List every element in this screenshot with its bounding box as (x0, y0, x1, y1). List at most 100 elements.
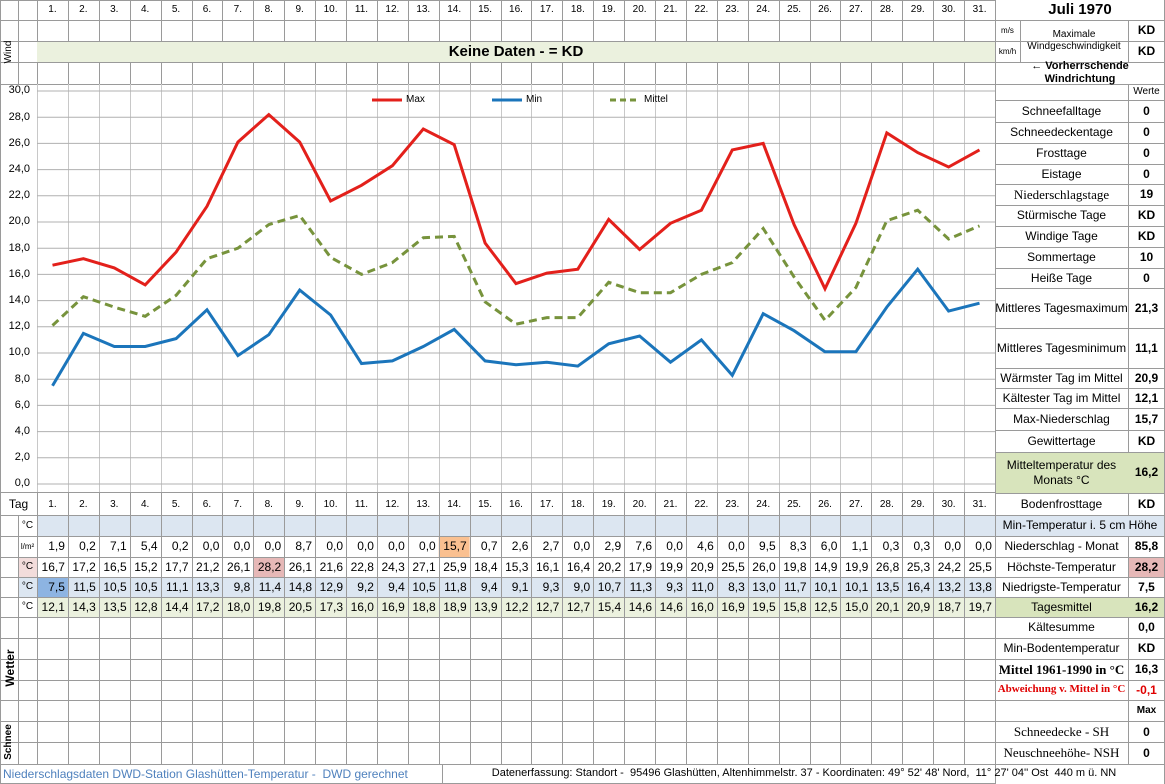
day-label: 13. (416, 498, 431, 510)
stats-label: Wärmster Tag im Mittel (1000, 370, 1123, 385)
day-label: 6. (202, 498, 212, 510)
day-label: 19. (601, 498, 616, 510)
table-cell: 15,8 (783, 599, 807, 614)
highlight-cell (253, 557, 285, 577)
highlight-cell (37, 577, 68, 597)
day-header: 11. (354, 4, 369, 15)
day-label: 28. (879, 498, 894, 510)
table-cell: 8,7 (295, 539, 313, 554)
table-cell: 18,9 (443, 599, 467, 614)
stats-label: Mittleres Tagesmaximum (995, 300, 1128, 315)
stats-label: Höchste-Temperatur (1007, 559, 1116, 574)
day-label: 25. (787, 498, 802, 510)
table-cell: 28,2 (257, 559, 282, 574)
stats-value: 0 (1143, 724, 1150, 739)
stats-value: 0 (1143, 125, 1150, 140)
cell-bg (37, 515, 995, 536)
stats-label: Schneefalltage (1021, 103, 1102, 118)
stats-label: Mittel 1961-1990 in °C (998, 661, 1125, 677)
day-label: 27. (848, 498, 863, 510)
day-header: 2. (79, 4, 88, 15)
table-cell: 15,2 (134, 559, 158, 574)
day-header: 29. (910, 4, 925, 15)
table-cell: 14,6 (628, 599, 653, 614)
side-label: Schnee (3, 724, 14, 760)
stats-label: Niederschlag - Monat (1004, 539, 1119, 554)
day-label: 8. (264, 498, 273, 510)
day-header: 30. (941, 4, 956, 15)
cell-bg (996, 453, 1164, 493)
table-cell: 15,7 (443, 539, 467, 554)
day-label: 24. (756, 498, 771, 510)
table-cell: 20,5 (288, 599, 313, 614)
table-cell: 9,5 (758, 539, 776, 554)
table-cell: 11,3 (629, 579, 653, 594)
wind-value: KD (1137, 23, 1156, 38)
stats-value: 11,1 (1135, 340, 1158, 355)
table-cell: 12,1 (41, 599, 65, 614)
day-label: 10. (323, 498, 338, 510)
page-title: Juli 1970 (1048, 1, 1112, 18)
table-cell: 17,3 (319, 599, 344, 614)
stats-label: Sommertage (1027, 250, 1096, 265)
day-header: 24. (756, 4, 771, 15)
table-cell: 22,8 (350, 559, 374, 574)
table-cell: 5,4 (140, 539, 158, 554)
table-cell: 16,0 (350, 599, 374, 614)
column-header: Max (1136, 704, 1157, 716)
y-tick-label: 12,0 (8, 320, 30, 333)
footer-source: Niederschlagsdaten DWD-Station Glashütte… (3, 766, 408, 781)
table-cell: 6,0 (820, 539, 838, 554)
table-cell: 0,7 (480, 539, 498, 554)
table-cell: 12,2 (505, 599, 529, 614)
unit-label: °C (21, 581, 34, 592)
day-label: 7. (233, 498, 243, 510)
table-cell: 19,8 (257, 599, 282, 614)
y-tick-label: 24,0 (8, 163, 30, 175)
table-cell: 2,9 (604, 539, 622, 554)
table-cell: 0,3 (913, 539, 931, 554)
table-cell: 16,5 (103, 559, 127, 574)
table-cell: 16,1 (535, 559, 560, 574)
table-cell: 11,7 (784, 579, 807, 594)
table-cell: 10,1 (814, 579, 838, 594)
day-header: 28. (879, 4, 894, 15)
stats-value: 7,5 (1138, 579, 1155, 594)
unit-label: km/h (998, 46, 1017, 56)
table-cell: 16,7 (41, 559, 65, 574)
table-cell: 4,6 (697, 539, 714, 554)
day-label: 1. (48, 498, 57, 510)
stats-value: KD (1137, 641, 1156, 656)
day-label: 12. (385, 498, 400, 510)
table-cell: 0,0 (357, 539, 374, 554)
table-cell: 10,5 (412, 579, 436, 594)
data-line (52, 112, 981, 293)
table-cell: 0,0 (975, 539, 992, 554)
stats-value: 0 (1143, 270, 1150, 285)
cell-bg (18, 557, 37, 577)
unit-label: °C (21, 561, 34, 572)
stats-value: KD (1137, 229, 1156, 244)
table-cell: 7,1 (110, 539, 127, 554)
footer-location: Datenerfassung: Standort - 95496 Glashüt… (491, 767, 1117, 780)
day-header: 14. (447, 4, 462, 15)
stats-value: 19 (1139, 187, 1154, 202)
table-cell: 11,4 (258, 579, 282, 594)
cell-bg (995, 515, 1165, 536)
table-cell: 11,1 (166, 579, 189, 594)
wind-value: KD (1137, 44, 1156, 59)
table-cell: 16,4 (566, 559, 591, 574)
stats-label: Eistage (1041, 166, 1082, 181)
table-cell: 13,9 (474, 599, 498, 614)
table-cell: 19,9 (659, 559, 683, 574)
day-label: 23. (725, 498, 740, 510)
table-cell: 13,5 (875, 579, 900, 594)
table-cell: 13,3 (196, 579, 220, 594)
table-cell: 24,2 (937, 559, 962, 574)
stats-value: 16,2 (1134, 465, 1159, 480)
table-cell: 9,2 (357, 579, 374, 594)
day-label: 29. (910, 498, 925, 510)
day-label: 3. (110, 498, 119, 510)
day-label: 22. (694, 498, 709, 510)
table-cell: 9,1 (511, 579, 529, 594)
